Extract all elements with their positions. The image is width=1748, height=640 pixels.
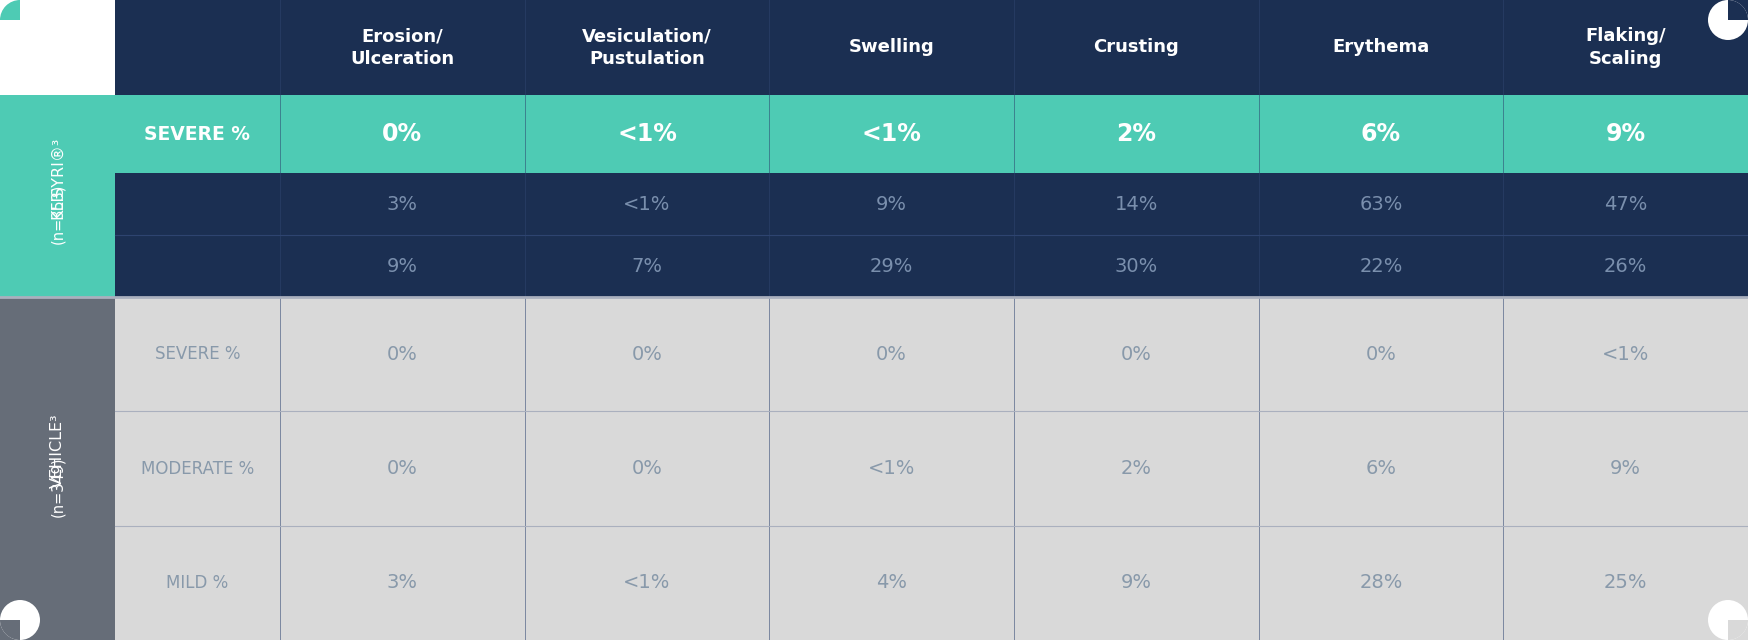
- Text: 9%: 9%: [1610, 459, 1641, 478]
- Text: MILD %: MILD %: [166, 574, 229, 592]
- Text: 47%: 47%: [1605, 195, 1647, 214]
- Wedge shape: [0, 620, 19, 640]
- Text: 9%: 9%: [1120, 573, 1152, 593]
- Text: <1%: <1%: [1601, 345, 1650, 364]
- Bar: [115, 525, 1748, 640]
- Text: 0%: 0%: [386, 459, 418, 478]
- Text: 7%: 7%: [631, 257, 662, 275]
- Text: 0%: 0%: [386, 345, 418, 364]
- Text: Crusting: Crusting: [1094, 38, 1180, 56]
- Text: <1%: <1%: [617, 122, 676, 146]
- Text: SEVERE %: SEVERE %: [145, 125, 250, 143]
- Circle shape: [0, 0, 40, 40]
- Text: VEHICLE³: VEHICLE³: [51, 413, 65, 488]
- Text: 0%: 0%: [1120, 345, 1152, 364]
- Text: <1%: <1%: [624, 573, 671, 593]
- Text: Erythema: Erythema: [1332, 38, 1430, 56]
- Text: SEVERE %: SEVERE %: [156, 345, 239, 363]
- Text: (n=349): (n=349): [51, 456, 65, 516]
- Text: Erosion/
Ulceration: Erosion/ Ulceration: [350, 28, 454, 68]
- Text: 6%: 6%: [1362, 122, 1402, 146]
- Bar: [115, 95, 1748, 173]
- Text: 26%: 26%: [1605, 257, 1647, 275]
- Text: 0%: 0%: [631, 459, 662, 478]
- Bar: [115, 297, 1748, 412]
- Bar: [115, 0, 1748, 95]
- Text: Vesiculation/
Pustulation: Vesiculation/ Pustulation: [582, 28, 711, 68]
- Text: 28%: 28%: [1360, 573, 1402, 593]
- Text: 6%: 6%: [1365, 459, 1397, 478]
- Text: Flaking/
Scaling: Flaking/ Scaling: [1585, 28, 1666, 68]
- Text: 3%: 3%: [386, 573, 418, 593]
- Text: 25%: 25%: [1605, 573, 1647, 593]
- Text: 2%: 2%: [1120, 459, 1152, 478]
- Text: 3%: 3%: [386, 195, 418, 214]
- Text: 4%: 4%: [876, 573, 907, 593]
- Text: 9%: 9%: [1606, 122, 1645, 146]
- Text: 63%: 63%: [1360, 195, 1402, 214]
- Text: 0%: 0%: [631, 345, 662, 364]
- Text: 0%: 0%: [383, 122, 423, 146]
- Text: 29%: 29%: [871, 257, 914, 275]
- Text: 14%: 14%: [1115, 195, 1157, 214]
- Text: 2%: 2%: [1117, 122, 1157, 146]
- Wedge shape: [0, 0, 19, 20]
- Wedge shape: [1729, 0, 1748, 20]
- Text: 22%: 22%: [1360, 257, 1402, 275]
- Circle shape: [0, 600, 40, 640]
- Circle shape: [1708, 0, 1748, 40]
- Text: 0%: 0%: [876, 345, 907, 364]
- Text: KLISYRI®³: KLISYRI®³: [51, 137, 65, 219]
- Bar: [115, 173, 1748, 235]
- Text: <1%: <1%: [869, 459, 916, 478]
- Text: 9%: 9%: [876, 195, 907, 214]
- Text: <1%: <1%: [862, 122, 921, 146]
- Wedge shape: [1729, 620, 1748, 640]
- Text: 0%: 0%: [1365, 345, 1397, 364]
- Bar: [0, 95, 115, 297]
- Text: (n=353): (n=353): [51, 184, 65, 244]
- Bar: [0, 297, 115, 640]
- Bar: [115, 412, 1748, 525]
- Circle shape: [1708, 600, 1748, 640]
- Text: Swelling: Swelling: [850, 38, 935, 56]
- Text: 30%: 30%: [1115, 257, 1157, 275]
- Text: <1%: <1%: [624, 195, 671, 214]
- Text: MODERATE %: MODERATE %: [142, 460, 253, 477]
- Bar: [115, 235, 1748, 297]
- Text: 9%: 9%: [386, 257, 418, 275]
